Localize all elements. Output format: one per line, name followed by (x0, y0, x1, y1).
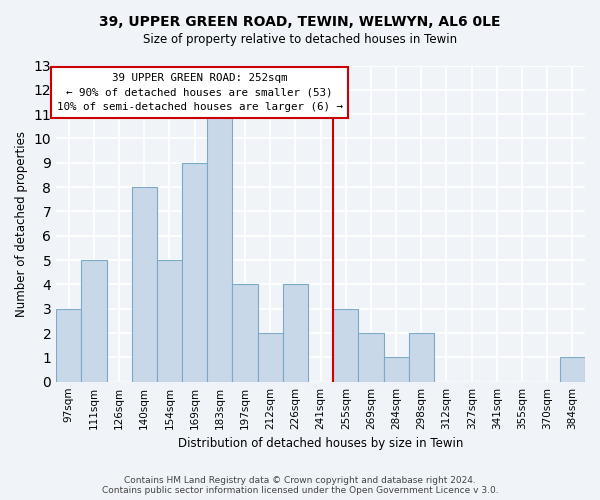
Text: Contains HM Land Registry data © Crown copyright and database right 2024.
Contai: Contains HM Land Registry data © Crown c… (101, 476, 499, 495)
Bar (383, 358, 409, 382)
Text: 39 UPPER GREEN ROAD: 252sqm
← 90% of detached houses are smaller (53)
10% of sem: 39 UPPER GREEN ROAD: 252sqm ← 90% of det… (57, 73, 343, 112)
Bar (409, 333, 434, 382)
Bar (560, 358, 585, 382)
Bar (82, 260, 107, 382)
Bar (56, 308, 82, 382)
Bar (182, 163, 207, 382)
Y-axis label: Number of detached properties: Number of detached properties (15, 130, 28, 316)
Bar (283, 284, 308, 382)
Bar (207, 114, 232, 382)
Bar (157, 260, 182, 382)
Text: Size of property relative to detached houses in Tewin: Size of property relative to detached ho… (143, 32, 457, 46)
Bar (257, 333, 283, 382)
Bar (132, 187, 157, 382)
X-axis label: Distribution of detached houses by size in Tewin: Distribution of detached houses by size … (178, 437, 463, 450)
Text: 39, UPPER GREEN ROAD, TEWIN, WELWYN, AL6 0LE: 39, UPPER GREEN ROAD, TEWIN, WELWYN, AL6… (99, 15, 501, 29)
Bar (358, 333, 383, 382)
Bar (232, 284, 257, 382)
Bar (333, 308, 358, 382)
